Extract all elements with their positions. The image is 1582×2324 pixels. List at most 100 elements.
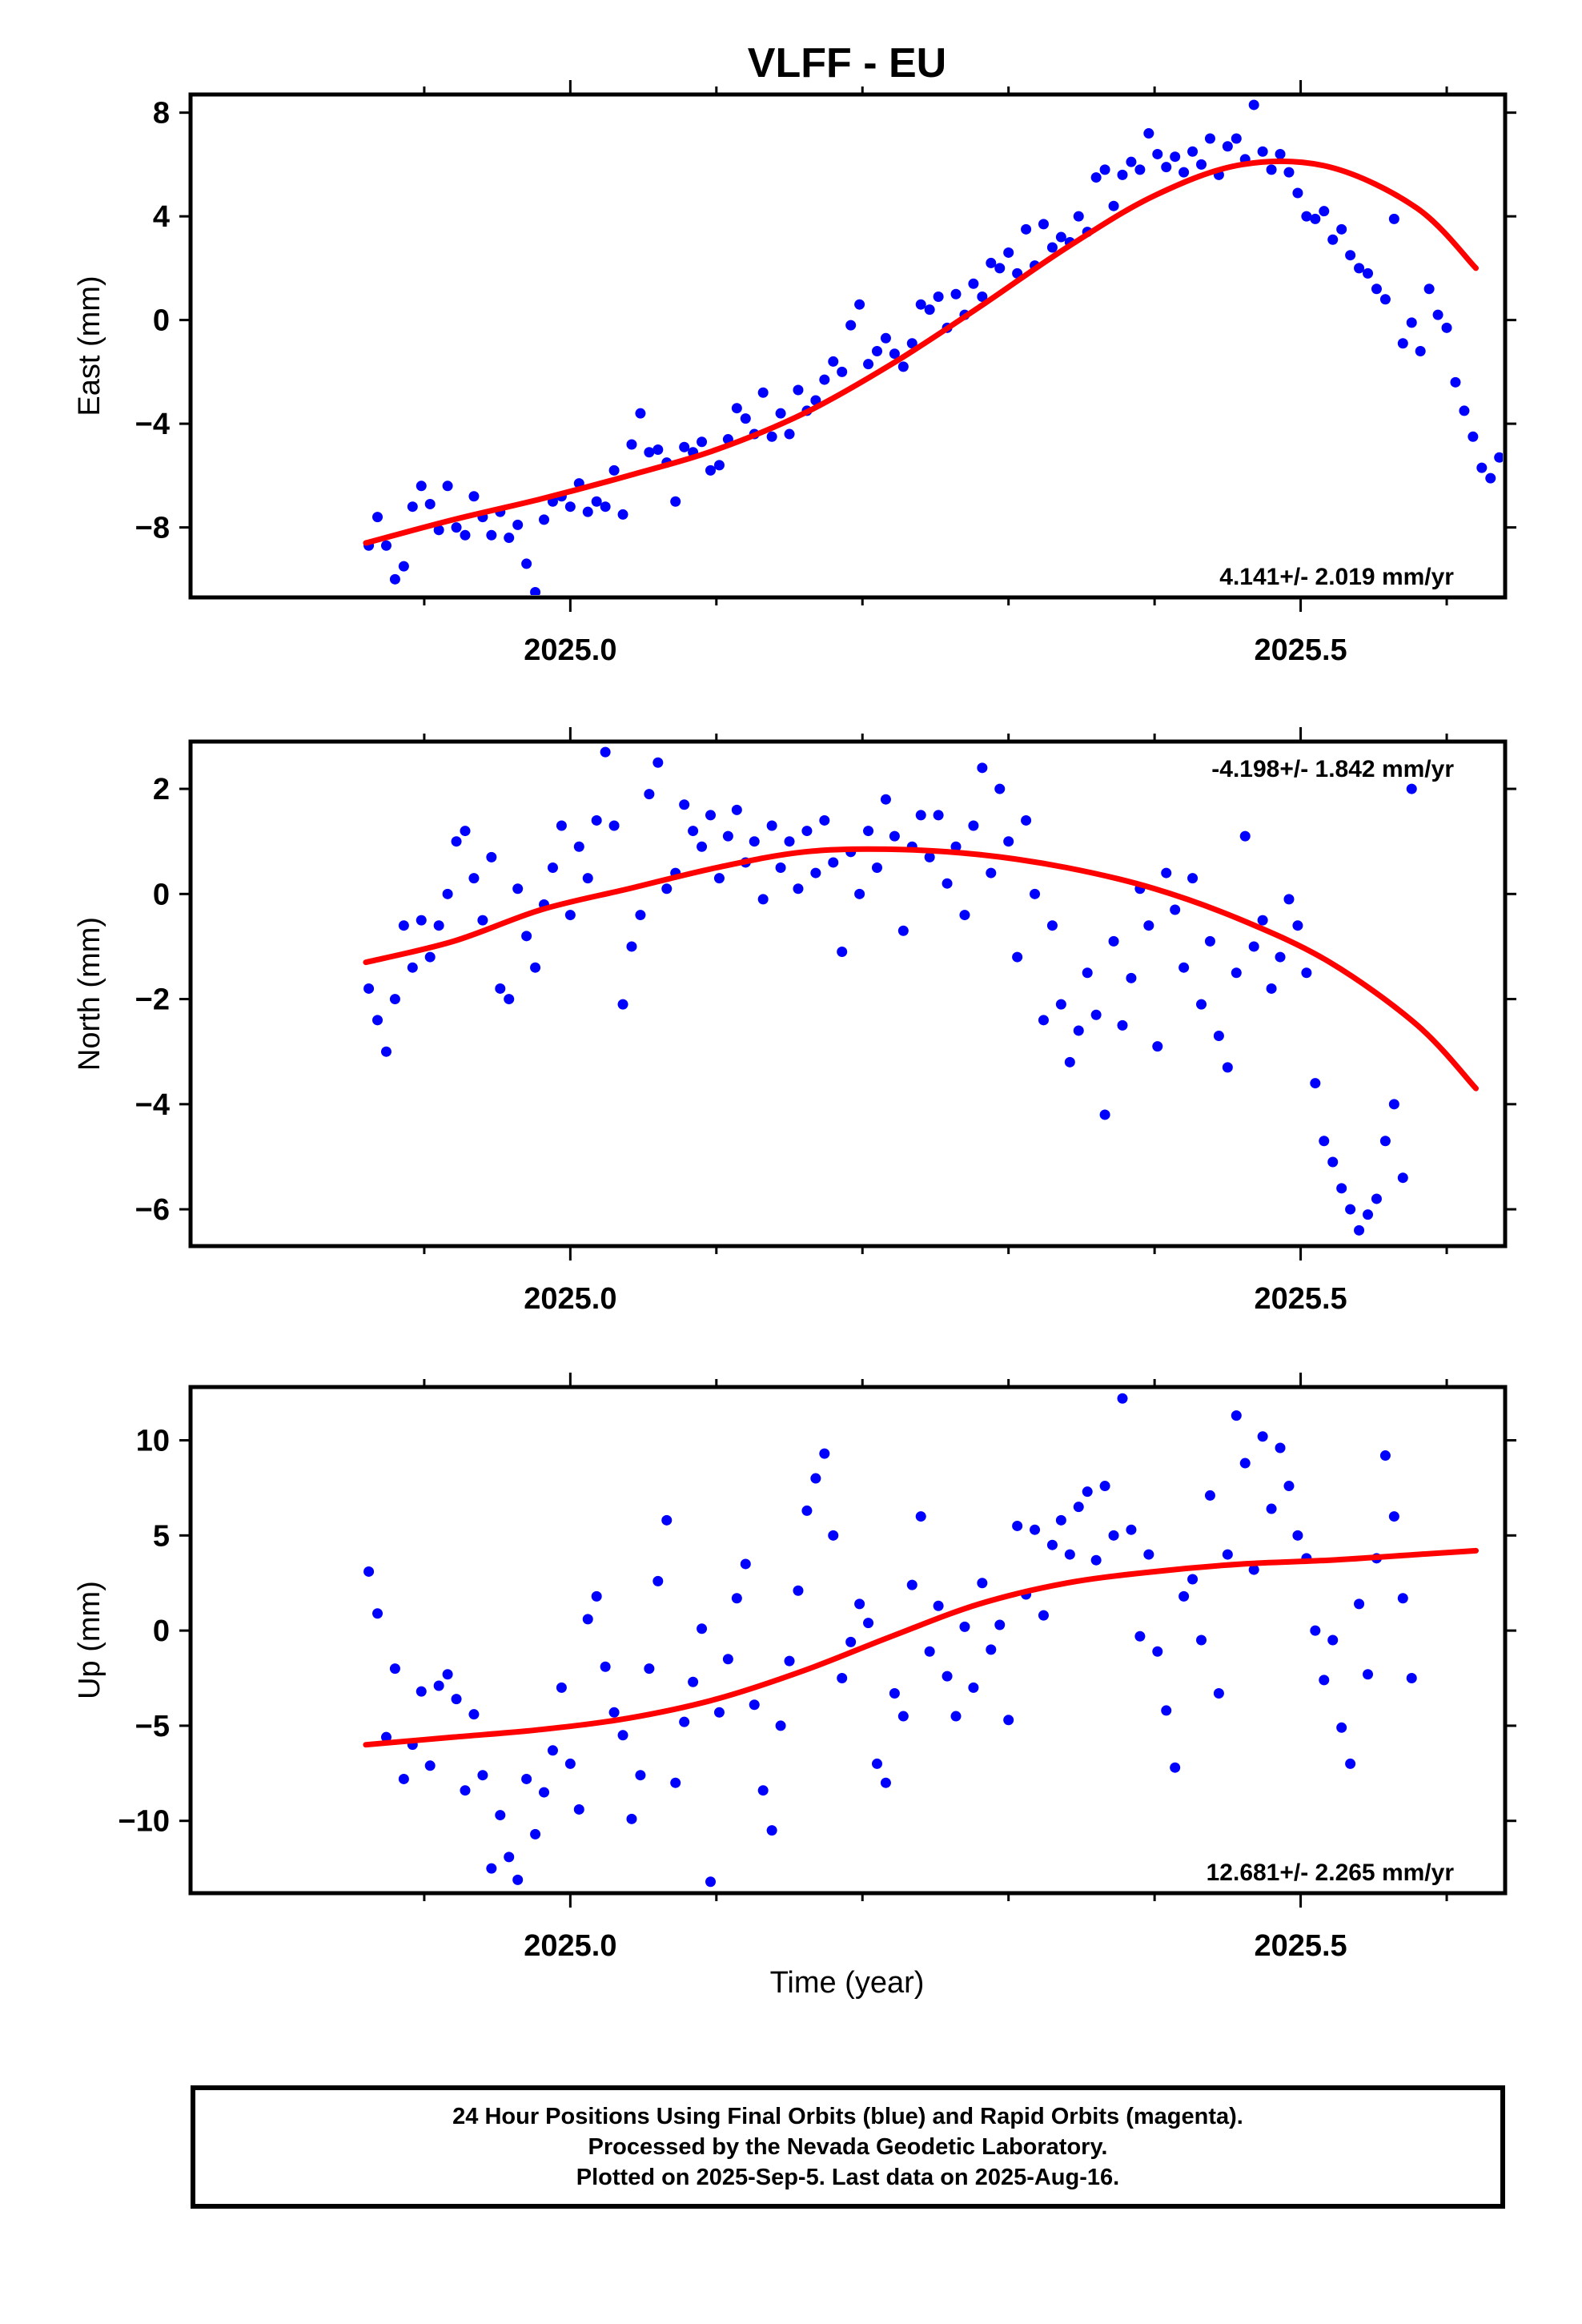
data-point xyxy=(1379,1450,1391,1462)
data-point xyxy=(626,941,637,952)
data-point xyxy=(977,1578,988,1589)
data-point xyxy=(1301,211,1312,222)
data-point xyxy=(897,1711,909,1722)
data-point xyxy=(1161,162,1172,173)
data-point xyxy=(1336,1183,1347,1194)
data-point xyxy=(530,1828,541,1839)
data-point xyxy=(424,951,436,963)
data-point xyxy=(1231,967,1242,979)
x-tick-label: 2025.5 xyxy=(1254,633,1347,667)
data-point xyxy=(556,820,567,831)
data-point xyxy=(372,1608,383,1619)
data-point xyxy=(950,288,962,300)
data-point xyxy=(416,480,427,492)
data-point xyxy=(416,1686,427,1697)
data-point xyxy=(635,910,646,921)
data-point xyxy=(460,826,471,837)
data-point xyxy=(608,820,620,831)
data-point xyxy=(775,1720,786,1731)
data-point xyxy=(539,1787,550,1798)
data-point xyxy=(722,830,733,842)
data-point xyxy=(1187,146,1199,157)
data-point xyxy=(591,496,602,507)
caption-line-1: 24 Hour Positions Using Final Orbits (bl… xyxy=(452,2104,1243,2129)
data-point xyxy=(793,1585,804,1596)
data-point xyxy=(512,1874,524,1885)
data-point xyxy=(1099,164,1110,175)
data-point xyxy=(688,826,699,837)
data-point xyxy=(1310,1078,1321,1089)
data-point xyxy=(1275,951,1286,963)
data-point xyxy=(1345,250,1356,261)
data-point xyxy=(407,501,418,513)
data-point xyxy=(915,1511,926,1522)
data-point xyxy=(986,257,997,268)
data-point xyxy=(468,491,480,502)
data-point xyxy=(564,1758,576,1769)
data-point xyxy=(766,820,777,831)
data-point xyxy=(521,1773,532,1784)
data-point xyxy=(1030,1524,1041,1535)
panel-data xyxy=(363,99,1503,595)
data-point xyxy=(363,1566,375,1577)
data-point xyxy=(398,1773,409,1784)
data-point xyxy=(600,746,611,758)
data-point xyxy=(1301,967,1312,979)
data-point xyxy=(1345,1758,1356,1769)
data-point xyxy=(793,384,804,396)
data-point xyxy=(749,1699,760,1711)
data-point xyxy=(933,1600,944,1611)
data-point xyxy=(1090,172,1102,183)
data-point xyxy=(871,345,882,356)
data-point xyxy=(442,1669,453,1680)
data-point xyxy=(1292,920,1303,931)
data-point xyxy=(486,1863,497,1874)
data-point xyxy=(582,873,593,884)
data-point xyxy=(697,1623,708,1634)
data-point xyxy=(1257,1431,1268,1442)
data-point xyxy=(1354,1598,1365,1610)
data-point xyxy=(460,529,471,541)
data-point xyxy=(495,983,506,994)
data-point xyxy=(697,841,708,852)
data-point xyxy=(968,820,979,831)
data-point xyxy=(1064,1056,1075,1068)
y-axis-label: Up (mm) xyxy=(73,1581,106,1699)
data-point xyxy=(837,1673,848,1684)
data-point xyxy=(1012,951,1023,963)
data-point xyxy=(626,439,637,450)
data-point xyxy=(1099,1481,1110,1492)
data-point xyxy=(1046,920,1058,931)
data-point xyxy=(688,1676,699,1687)
data-point xyxy=(1494,452,1503,463)
data-point xyxy=(530,962,541,973)
data-point xyxy=(486,851,497,862)
data-point xyxy=(486,529,497,541)
data-point xyxy=(775,408,786,419)
data-point xyxy=(380,1731,391,1743)
data-point xyxy=(652,757,664,768)
data-point xyxy=(547,1745,558,1756)
data-point xyxy=(1459,405,1470,416)
data-point xyxy=(819,814,830,826)
data-point xyxy=(626,1813,637,1824)
data-point xyxy=(670,496,681,507)
data-point xyxy=(906,1579,917,1590)
data-point xyxy=(1187,873,1199,884)
data-point xyxy=(1196,159,1207,170)
caption-line-3: Plotted on 2025-Sep-5. Last data on 2025… xyxy=(576,2165,1120,2190)
data-point xyxy=(1388,1511,1399,1522)
data-point xyxy=(1406,1673,1417,1684)
data-point xyxy=(1117,169,1128,180)
panel-frame xyxy=(188,92,1508,600)
data-point xyxy=(644,447,655,458)
data-point xyxy=(828,356,839,367)
data-point xyxy=(521,558,532,569)
data-point xyxy=(398,920,409,931)
data-point xyxy=(1012,1520,1023,1531)
data-point xyxy=(933,810,944,821)
data-point xyxy=(460,1785,471,1796)
data-point xyxy=(582,1614,593,1625)
data-point xyxy=(1170,1762,1181,1773)
data-point xyxy=(1239,830,1251,842)
